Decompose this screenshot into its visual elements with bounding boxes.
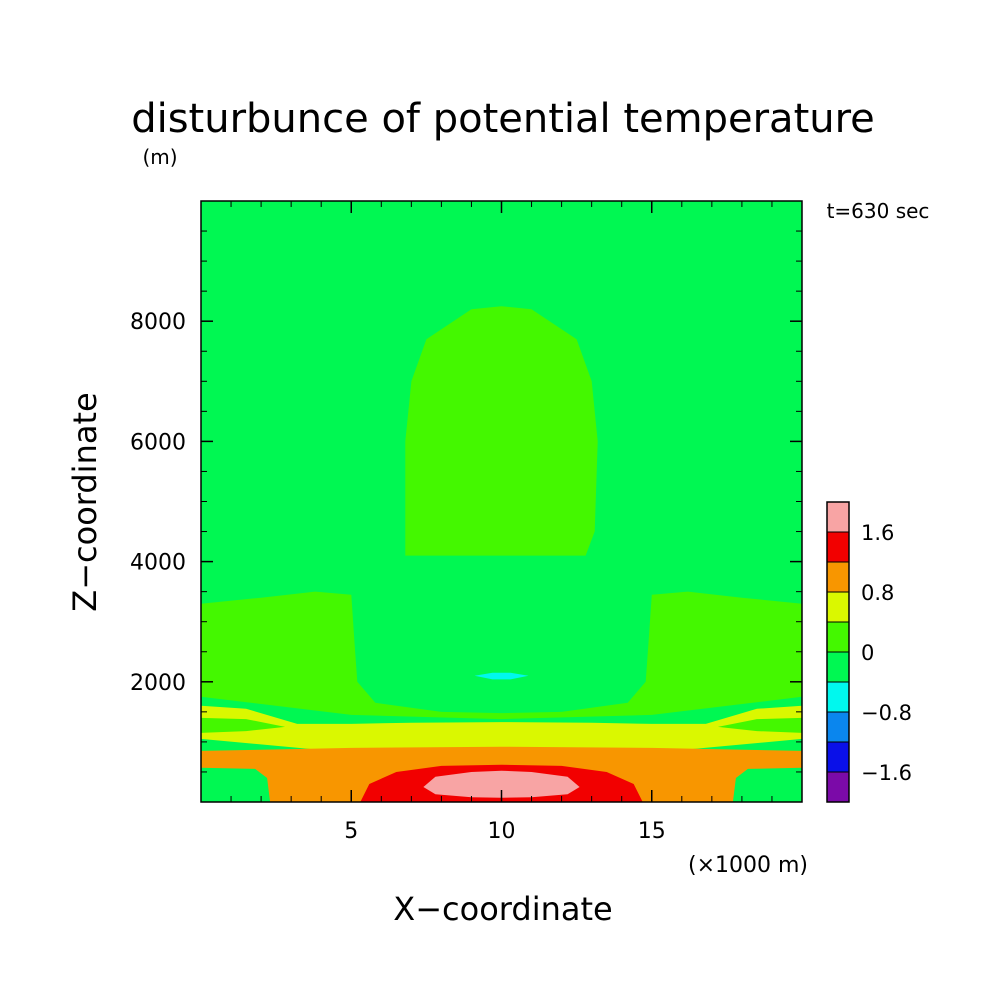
x-axis: 5 10 15 (344, 201, 666, 844)
contour-region-0 (405, 306, 598, 556)
colorbar-swatch (826, 681, 850, 713)
y-tick-label: 6000 (130, 430, 186, 455)
contour-region-5 (717, 717, 802, 733)
y-tick-label: 8000 (130, 310, 186, 335)
colorbar-tick-label: 1.6 (861, 521, 894, 545)
chart-title: disturbunce of potential temperature (131, 96, 875, 142)
colorbar-swatch (826, 711, 850, 743)
colorbar-swatch (826, 621, 850, 653)
contour-region-2 (474, 672, 529, 680)
colorbar-tick-label: 0 (861, 641, 874, 665)
y-axis-label: Z−coordinate (66, 392, 104, 611)
contour-plot: 5 10 15 2000 4000 6000 8000 (130, 200, 803, 844)
colorbar-tick-label: −1.6 (861, 761, 912, 785)
x-tick-label: 5 (344, 819, 358, 844)
x-axis-label: X−coordinate (393, 890, 612, 928)
colorbar-swatch (826, 531, 850, 563)
colorbar-tick-label: −0.8 (861, 701, 912, 725)
colorbar-frame (826, 501, 850, 803)
colorbar: −1.6 −0.8 0 0.8 1.6 (826, 501, 912, 803)
title-unit: (m) (142, 145, 177, 169)
colorbar-swatch (826, 591, 850, 623)
contour-region-4 (201, 717, 286, 733)
time-label: t=630 sec (827, 199, 930, 223)
colorbar-swatch (826, 651, 850, 683)
y-tick-label: 4000 (130, 551, 186, 576)
contour-region-3 (201, 705, 802, 754)
colorbar-swatch (826, 741, 850, 773)
contour-region-1 (201, 591, 802, 720)
colorbar-swatch (826, 501, 850, 533)
colorbar-swatch (826, 771, 850, 803)
x-tick-label: 10 (488, 819, 516, 844)
y-axis: 2000 4000 6000 8000 (130, 310, 802, 696)
colorbar-swatch (826, 561, 850, 593)
contour-region-8 (423, 770, 580, 798)
y-tick-label: 2000 (130, 671, 186, 696)
x-unit-label: (×1000 m) (688, 853, 808, 878)
minor-ticks (201, 201, 802, 802)
x-tick-label: 15 (638, 819, 666, 844)
colorbar-tick-label: 0.8 (861, 581, 894, 605)
contour-regions (201, 306, 802, 802)
